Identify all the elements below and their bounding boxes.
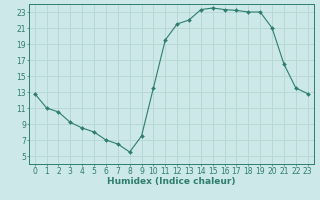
X-axis label: Humidex (Indice chaleur): Humidex (Indice chaleur) bbox=[107, 177, 236, 186]
